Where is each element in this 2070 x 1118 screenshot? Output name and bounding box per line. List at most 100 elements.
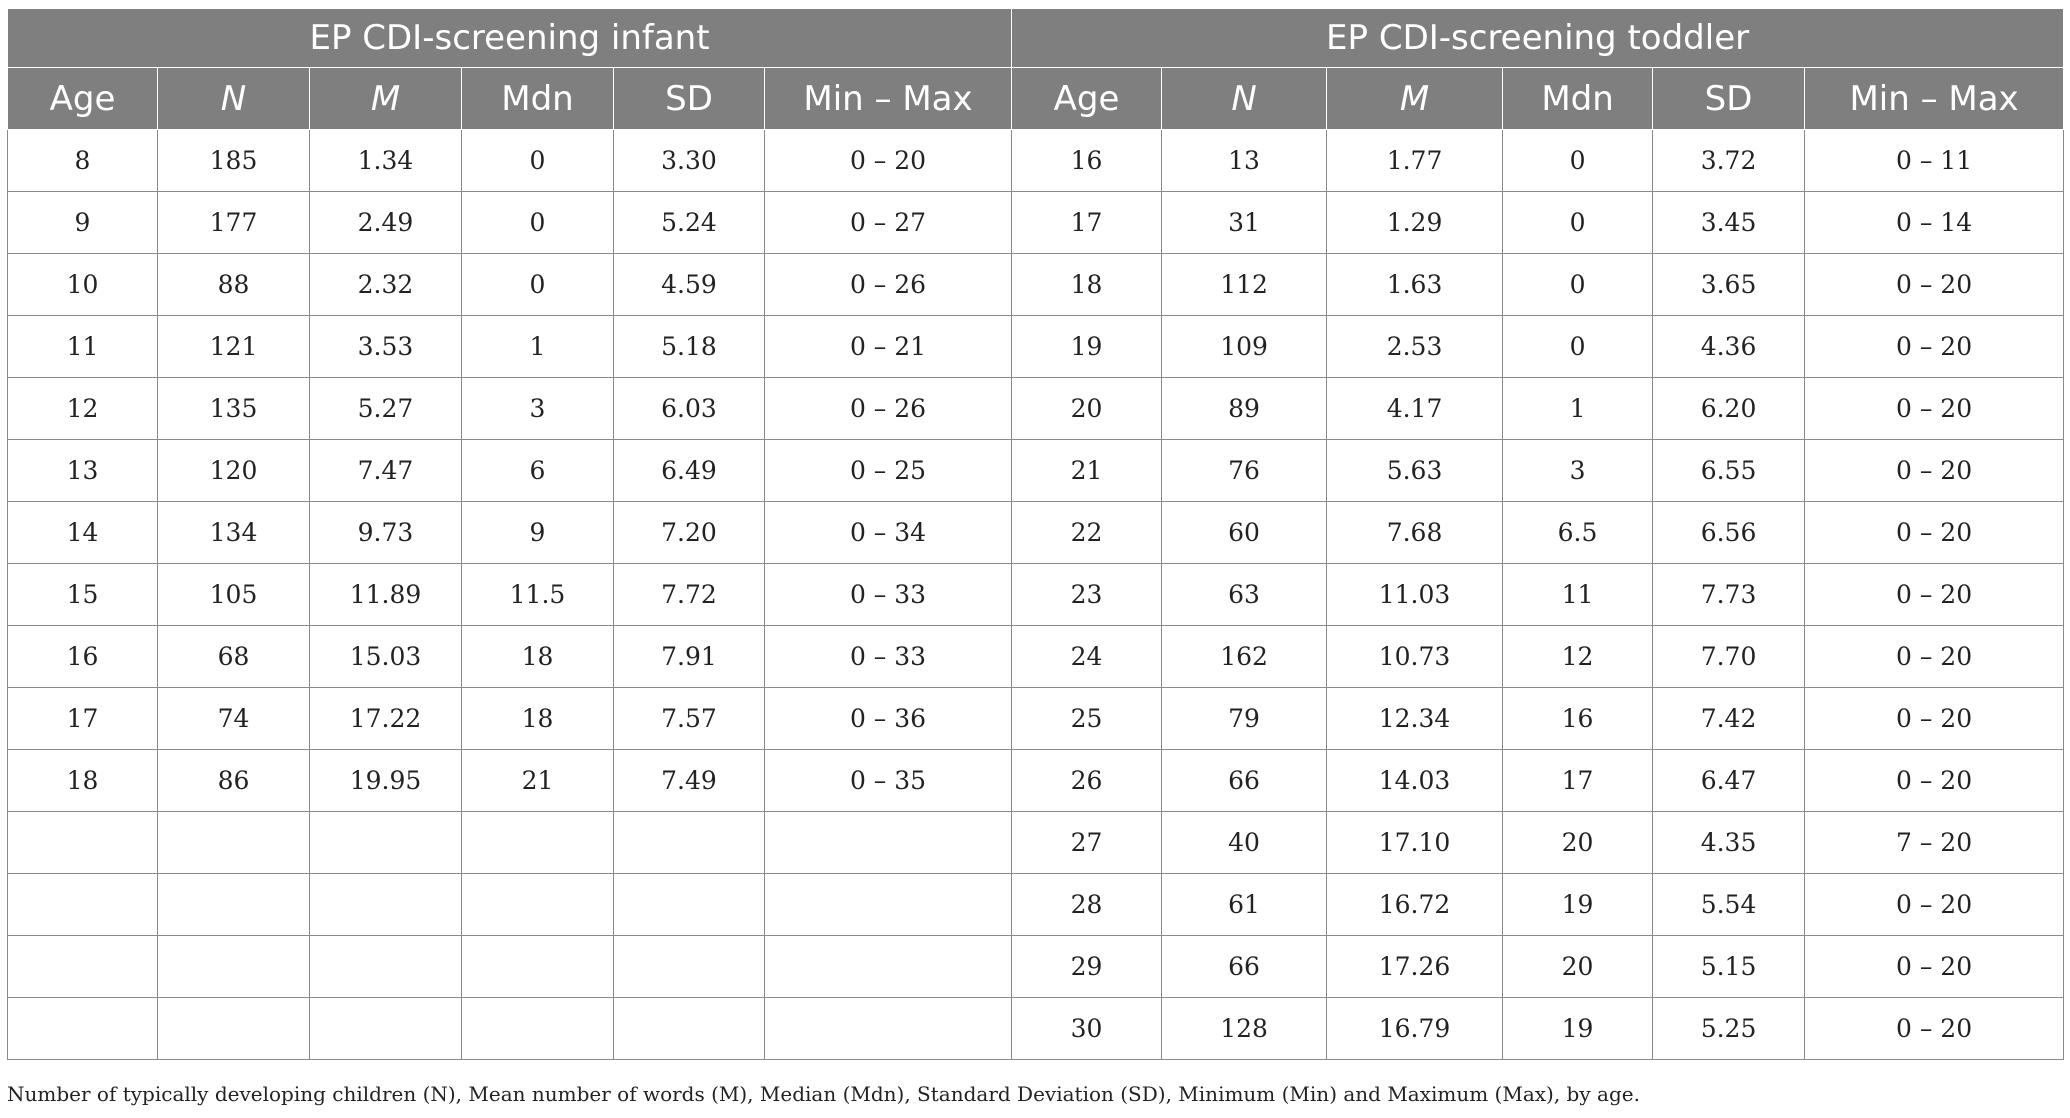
- cell-infant-m: 15.03: [309, 625, 462, 688]
- cell-infant-min-max: [763, 811, 1013, 874]
- table-row: 28 61 16.72 19 5.54 0 – 20: [7, 873, 2065, 936]
- cell-toddler-sd: 7.70: [1652, 625, 1806, 688]
- cell-toddler-age: 27: [1011, 811, 1163, 874]
- cell-infant-min-max: 0 – 25: [763, 439, 1013, 502]
- cell-infant-m: 3.53: [309, 315, 462, 378]
- data-table-container: EP CDI-screening infant EP CDI-screening…: [6, 8, 2065, 1060]
- cell-toddler-age: 20: [1011, 377, 1163, 440]
- cell-toddler-age: 22: [1011, 501, 1163, 564]
- cell-toddler-age: 19: [1011, 315, 1163, 378]
- cell-toddler-sd: 6.47: [1652, 749, 1806, 812]
- cell-infant-mdn: 11.5: [461, 563, 614, 626]
- cell-infant-age: [7, 935, 158, 998]
- cell-toddler-sd: 3.65: [1652, 253, 1806, 316]
- cell-infant-min-max: 0 – 33: [763, 563, 1013, 626]
- column-header-mdn: Mdn: [1502, 67, 1654, 130]
- table-row: 27 40 17.10 20 4.35 7 – 20: [7, 811, 2065, 874]
- cell-infant-mdn: 6: [461, 439, 614, 502]
- cell-toddler-n: 112: [1161, 253, 1328, 316]
- cell-infant-n: 68: [157, 625, 310, 688]
- cell-toddler-m: 1.29: [1326, 191, 1504, 254]
- cell-toddler-age: 24: [1011, 625, 1163, 688]
- table-row: 10 88 2.32 0 4.59 0 – 26 18 112 1.63 0 3.65 0 – 20: [7, 253, 2065, 316]
- cell-infant-n: [157, 873, 310, 936]
- cell-infant-min-max: 0 – 21: [763, 315, 1013, 378]
- cell-toddler-mdn: 0: [1502, 253, 1654, 316]
- cell-infant-min-max: 0 – 36: [763, 687, 1013, 750]
- cell-infant-min-max: [763, 935, 1013, 998]
- cell-toddler-n: 79: [1161, 687, 1328, 750]
- cell-toddler-n: 66: [1161, 749, 1328, 812]
- cell-toddler-mdn: 19: [1502, 997, 1654, 1060]
- table-row: 9 177 2.49 0 5.24 0 – 27 17 31 1.29 0 3.45 0 – 14: [7, 191, 2065, 254]
- cell-infant-sd: 3.30: [613, 129, 765, 192]
- cell-toddler-mdn: 12: [1502, 625, 1654, 688]
- cell-toddler-mdn: 1: [1502, 377, 1654, 440]
- cell-toddler-mdn: 20: [1502, 935, 1654, 998]
- table-body: 8 185 1.34 0 3.30 0 – 20 16 13 1.77 0 3.72 0 – 11 9 1…: [7, 129, 2065, 1060]
- cell-infant-n: 86: [157, 749, 310, 812]
- cell-infant-m: [309, 873, 462, 936]
- cell-toddler-mdn: 17: [1502, 749, 1654, 812]
- cell-toddler-min-max: 0 – 20: [1804, 439, 2065, 502]
- cell-toddler-m: 17.26: [1326, 935, 1504, 998]
- cell-toddler-m: 16.79: [1326, 997, 1504, 1060]
- cell-toddler-min-max: 0 – 20: [1804, 873, 2065, 936]
- cell-toddler-age: 28: [1011, 873, 1163, 936]
- cell-infant-sd: [613, 811, 765, 874]
- cell-toddler-mdn: 16: [1502, 687, 1654, 750]
- table-row: 14 134 9.73 9 7.20 0 – 34 22 60 7.68 6.5 6.56 0 – 2…: [7, 501, 2065, 564]
- cell-toddler-mdn: 19: [1502, 873, 1654, 936]
- cell-infant-mdn: 21: [461, 749, 614, 812]
- statistics-table: EP CDI-screening infant EP CDI-screening…: [6, 8, 2065, 1060]
- cell-infant-mdn: 3: [461, 377, 614, 440]
- cell-infant-m: [309, 997, 462, 1060]
- cell-toddler-m: 1.63: [1326, 253, 1504, 316]
- cell-toddler-sd: 3.45: [1652, 191, 1806, 254]
- cell-toddler-m: 12.34: [1326, 687, 1504, 750]
- cell-infant-sd: 7.57: [613, 687, 765, 750]
- cell-infant-sd: 5.18: [613, 315, 765, 378]
- cell-infant-min-max: 0 – 35: [763, 749, 1013, 812]
- cell-toddler-n: 109: [1161, 315, 1328, 378]
- group-header-row: EP CDI-screening infant EP CDI-screening…: [6, 8, 2065, 68]
- column-header-row: Age N M Mdn SD Min – Max Age N M Mdn SD …: [7, 67, 2065, 130]
- table-row: 30 128 16.79 19 5.25 0 – 20: [7, 997, 2065, 1060]
- cell-infant-sd: 7.91: [613, 625, 765, 688]
- cell-infant-min-max: 0 – 33: [763, 625, 1013, 688]
- cell-infant-mdn: 0: [461, 191, 614, 254]
- table-row: 16 68 15.03 18 7.91 0 – 33 24 162 10.73 12 7.70 0 –…: [7, 625, 2065, 688]
- group-header-toddler: EP CDI-screening toddler: [1011, 8, 2065, 68]
- cell-toddler-min-max: 0 – 20: [1804, 997, 2065, 1060]
- cell-infant-n: 121: [157, 315, 310, 378]
- cell-toddler-mdn: 20: [1502, 811, 1654, 874]
- cell-infant-m: 2.49: [309, 191, 462, 254]
- cell-infant-sd: 6.49: [613, 439, 765, 502]
- cell-toddler-mdn: 0: [1502, 129, 1654, 192]
- cell-toddler-m: 16.72: [1326, 873, 1504, 936]
- cell-toddler-min-max: 0 – 20: [1804, 935, 2065, 998]
- cell-toddler-min-max: 0 – 20: [1804, 315, 2065, 378]
- cell-infant-n: 135: [157, 377, 310, 440]
- column-header-age: Age: [1011, 67, 1163, 130]
- column-header-age: Age: [7, 67, 158, 130]
- cell-infant-age: 13: [7, 439, 158, 502]
- cell-toddler-min-max: 0 – 20: [1804, 501, 2065, 564]
- cell-toddler-n: 13: [1161, 129, 1328, 192]
- table-row: 13 120 7.47 6 6.49 0 – 25 21 76 5.63 3 6.55 0 – 20: [7, 439, 2065, 502]
- cell-infant-mdn: 0: [461, 129, 614, 192]
- cell-infant-m: 19.95: [309, 749, 462, 812]
- cell-infant-sd: 5.24: [613, 191, 765, 254]
- cell-infant-min-max: [763, 873, 1013, 936]
- cell-infant-n: 134: [157, 501, 310, 564]
- cell-toddler-m: 2.53: [1326, 315, 1504, 378]
- cell-toddler-n: 40: [1161, 811, 1328, 874]
- cell-infant-mdn: 18: [461, 687, 614, 750]
- cell-toddler-age: 25: [1011, 687, 1163, 750]
- cell-toddler-age: 18: [1011, 253, 1163, 316]
- cell-toddler-n: 60: [1161, 501, 1328, 564]
- cell-infant-mdn: 0: [461, 253, 614, 316]
- cell-toddler-sd: 4.36: [1652, 315, 1806, 378]
- cell-infant-age: 17: [7, 687, 158, 750]
- column-header-min-max: Min – Max: [1804, 67, 2065, 130]
